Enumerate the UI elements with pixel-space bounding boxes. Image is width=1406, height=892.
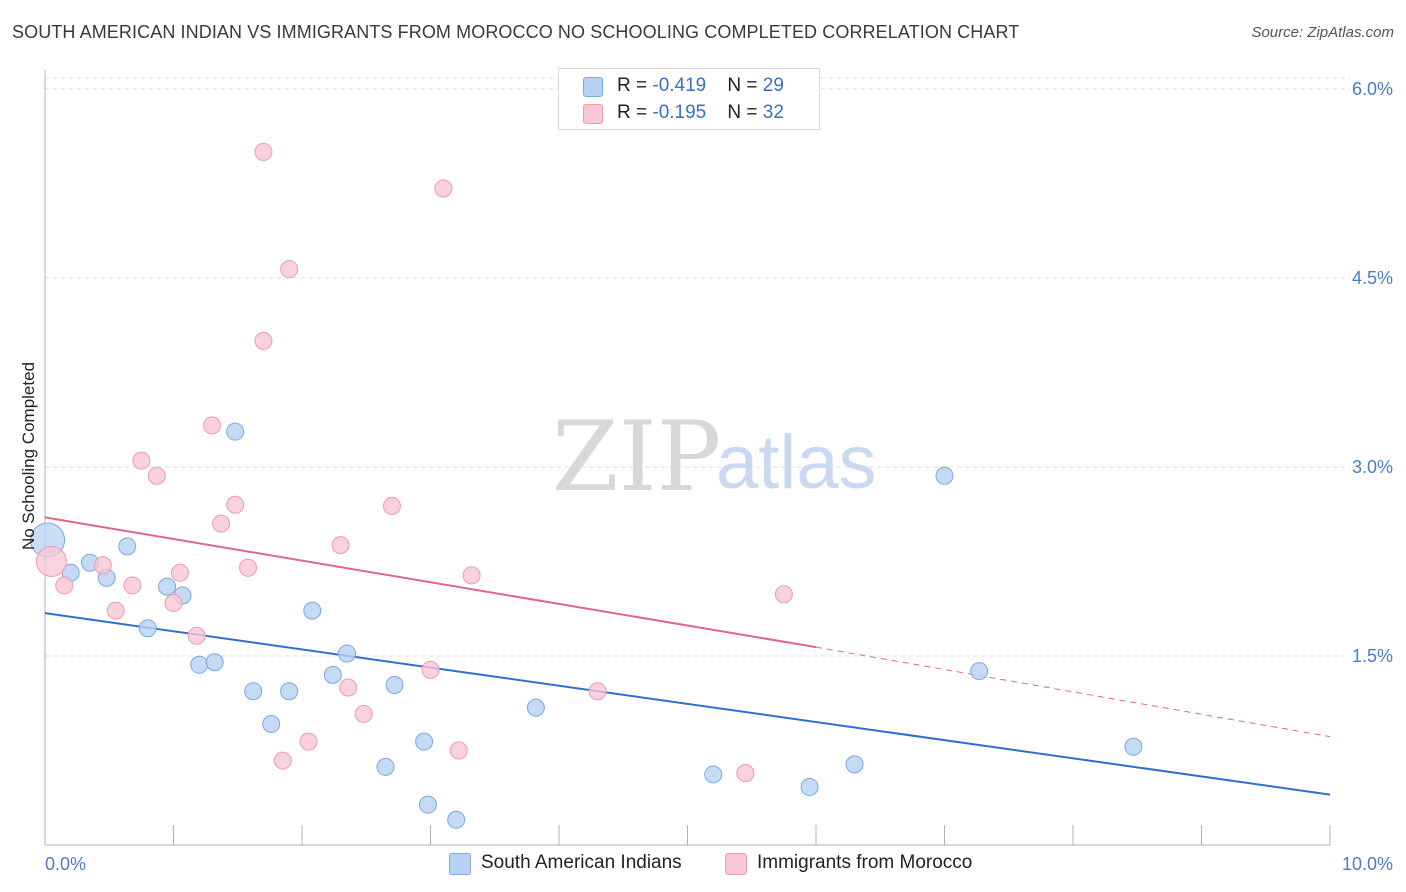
legend-n-label: N = <box>727 75 763 96</box>
tick-labels: 1.5% 3.0% 4.5% 6.0% 0.0% 10.0% <box>45 79 1393 874</box>
grid-lines <box>45 77 1350 657</box>
data-point <box>462 566 481 585</box>
legend-swatch-blue <box>449 853 471 875</box>
legend-swatch-pink <box>583 104 603 124</box>
data-point <box>147 466 166 485</box>
watermark: ZIP atlas <box>552 401 877 513</box>
legend-swatch-pink <box>725 853 747 875</box>
data-point <box>280 682 299 701</box>
chart-title: SOUTH AMERICAN INDIAN VS IMMIGRANTS FROM… <box>12 22 1020 42</box>
data-point <box>262 715 281 734</box>
data-point <box>244 682 263 701</box>
correlation-legend: R = -0.419 N = 29 R = -0.195 N = 32 <box>558 68 820 130</box>
y-tick-label: 6.0% <box>1352 79 1393 99</box>
data-points <box>30 142 1143 829</box>
data-point <box>588 682 607 701</box>
legend-n-value: 29 <box>762 75 784 96</box>
y-tick-label: 1.5% <box>1352 646 1393 666</box>
legend-swatch-blue <box>583 77 603 97</box>
data-point <box>331 536 350 555</box>
data-point <box>526 698 545 717</box>
data-point <box>418 795 437 814</box>
data-point <box>434 179 453 198</box>
data-point <box>187 626 206 645</box>
data-point <box>800 778 819 797</box>
y-tick-label: 3.0% <box>1352 457 1393 477</box>
trend-line-extension <box>815 646 1331 738</box>
data-point <box>382 497 401 516</box>
trend-line <box>44 612 1331 796</box>
data-point <box>35 545 67 577</box>
data-point <box>421 660 440 679</box>
legend-r-value: -0.195 <box>652 102 707 123</box>
data-point <box>704 765 723 784</box>
data-point <box>273 751 292 770</box>
data-point <box>376 757 395 776</box>
y-tick-label: 4.5% <box>1352 268 1393 288</box>
data-point <box>385 675 404 694</box>
data-point <box>736 764 755 783</box>
data-point <box>226 495 245 514</box>
data-point <box>93 556 112 575</box>
data-point <box>449 741 468 760</box>
data-point <box>323 665 342 684</box>
legend-label: Immigrants from Morocco <box>757 852 973 873</box>
data-point <box>170 563 189 582</box>
legend-label: South American Indians <box>481 852 682 873</box>
data-point <box>447 810 466 829</box>
source-label: Source: ZipAtlas.com <box>1251 24 1394 41</box>
series-legend: South American Indians Immigrants from M… <box>0 852 1406 878</box>
data-point <box>280 260 299 279</box>
data-point <box>138 619 157 638</box>
data-point <box>354 704 373 723</box>
data-point <box>205 653 224 672</box>
data-point <box>203 416 222 435</box>
data-point <box>339 678 358 697</box>
legend-r-label: R = <box>617 75 653 96</box>
data-point <box>935 466 954 485</box>
data-point <box>239 558 258 577</box>
y-axis-label: No Schooling Completed <box>19 362 38 550</box>
data-point <box>1124 737 1143 756</box>
data-point <box>190 655 209 674</box>
trend-lines <box>44 516 1331 796</box>
trend-line <box>44 516 817 649</box>
data-point <box>254 331 273 350</box>
data-point <box>123 576 142 595</box>
axes <box>44 70 1331 846</box>
data-point <box>132 451 151 470</box>
data-point <box>970 662 989 681</box>
data-point <box>254 142 273 161</box>
data-point <box>845 755 864 774</box>
data-point <box>212 514 231 533</box>
legend-r-label: R = <box>617 102 653 123</box>
x-tick-label: 10.0% <box>1342 854 1393 874</box>
legend-n-value: 32 <box>762 102 784 123</box>
data-point <box>226 422 245 441</box>
data-point <box>299 732 318 751</box>
data-point <box>55 576 74 595</box>
data-point <box>106 601 125 620</box>
data-point <box>158 577 177 596</box>
data-point <box>774 585 793 604</box>
x-tick-label: 0.0% <box>45 854 86 874</box>
data-point <box>303 601 322 620</box>
legend-r-value: -0.419 <box>652 75 707 96</box>
legend-n-label: N = <box>727 102 763 123</box>
data-point <box>118 537 137 556</box>
data-point <box>164 594 183 613</box>
watermark-atlas: atlas <box>716 420 877 505</box>
data-point <box>337 644 356 663</box>
watermark-zip: ZIP <box>552 401 721 513</box>
data-point <box>415 732 434 751</box>
